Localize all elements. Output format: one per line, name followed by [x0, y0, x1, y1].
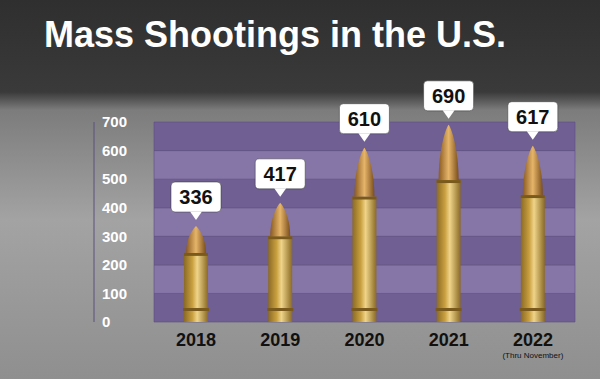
- svg-text:2021: 2021: [429, 330, 469, 350]
- svg-text:300: 300: [102, 228, 127, 245]
- svg-text:400: 400: [102, 199, 127, 216]
- svg-text:417: 417: [264, 163, 297, 185]
- svg-text:690: 690: [432, 85, 465, 107]
- svg-text:2022: 2022: [513, 330, 553, 350]
- svg-text:610: 610: [348, 108, 381, 130]
- svg-text:2019: 2019: [260, 330, 300, 350]
- svg-text:2020: 2020: [344, 330, 384, 350]
- svg-text:200: 200: [102, 256, 127, 273]
- svg-text:2018: 2018: [176, 330, 216, 350]
- svg-text:(Thru November): (Thru November): [502, 351, 563, 360]
- svg-text:700: 700: [102, 113, 127, 130]
- svg-text:600: 600: [102, 142, 127, 159]
- svg-text:0: 0: [102, 313, 110, 330]
- svg-text:500: 500: [102, 170, 127, 187]
- svg-text:336: 336: [179, 186, 212, 208]
- html-text:Mass Shootings in the U.S.: Mass Shootings in the U.S.: [44, 14, 506, 55]
- svg-text:100: 100: [102, 285, 127, 302]
- svg-text:617: 617: [516, 106, 549, 128]
